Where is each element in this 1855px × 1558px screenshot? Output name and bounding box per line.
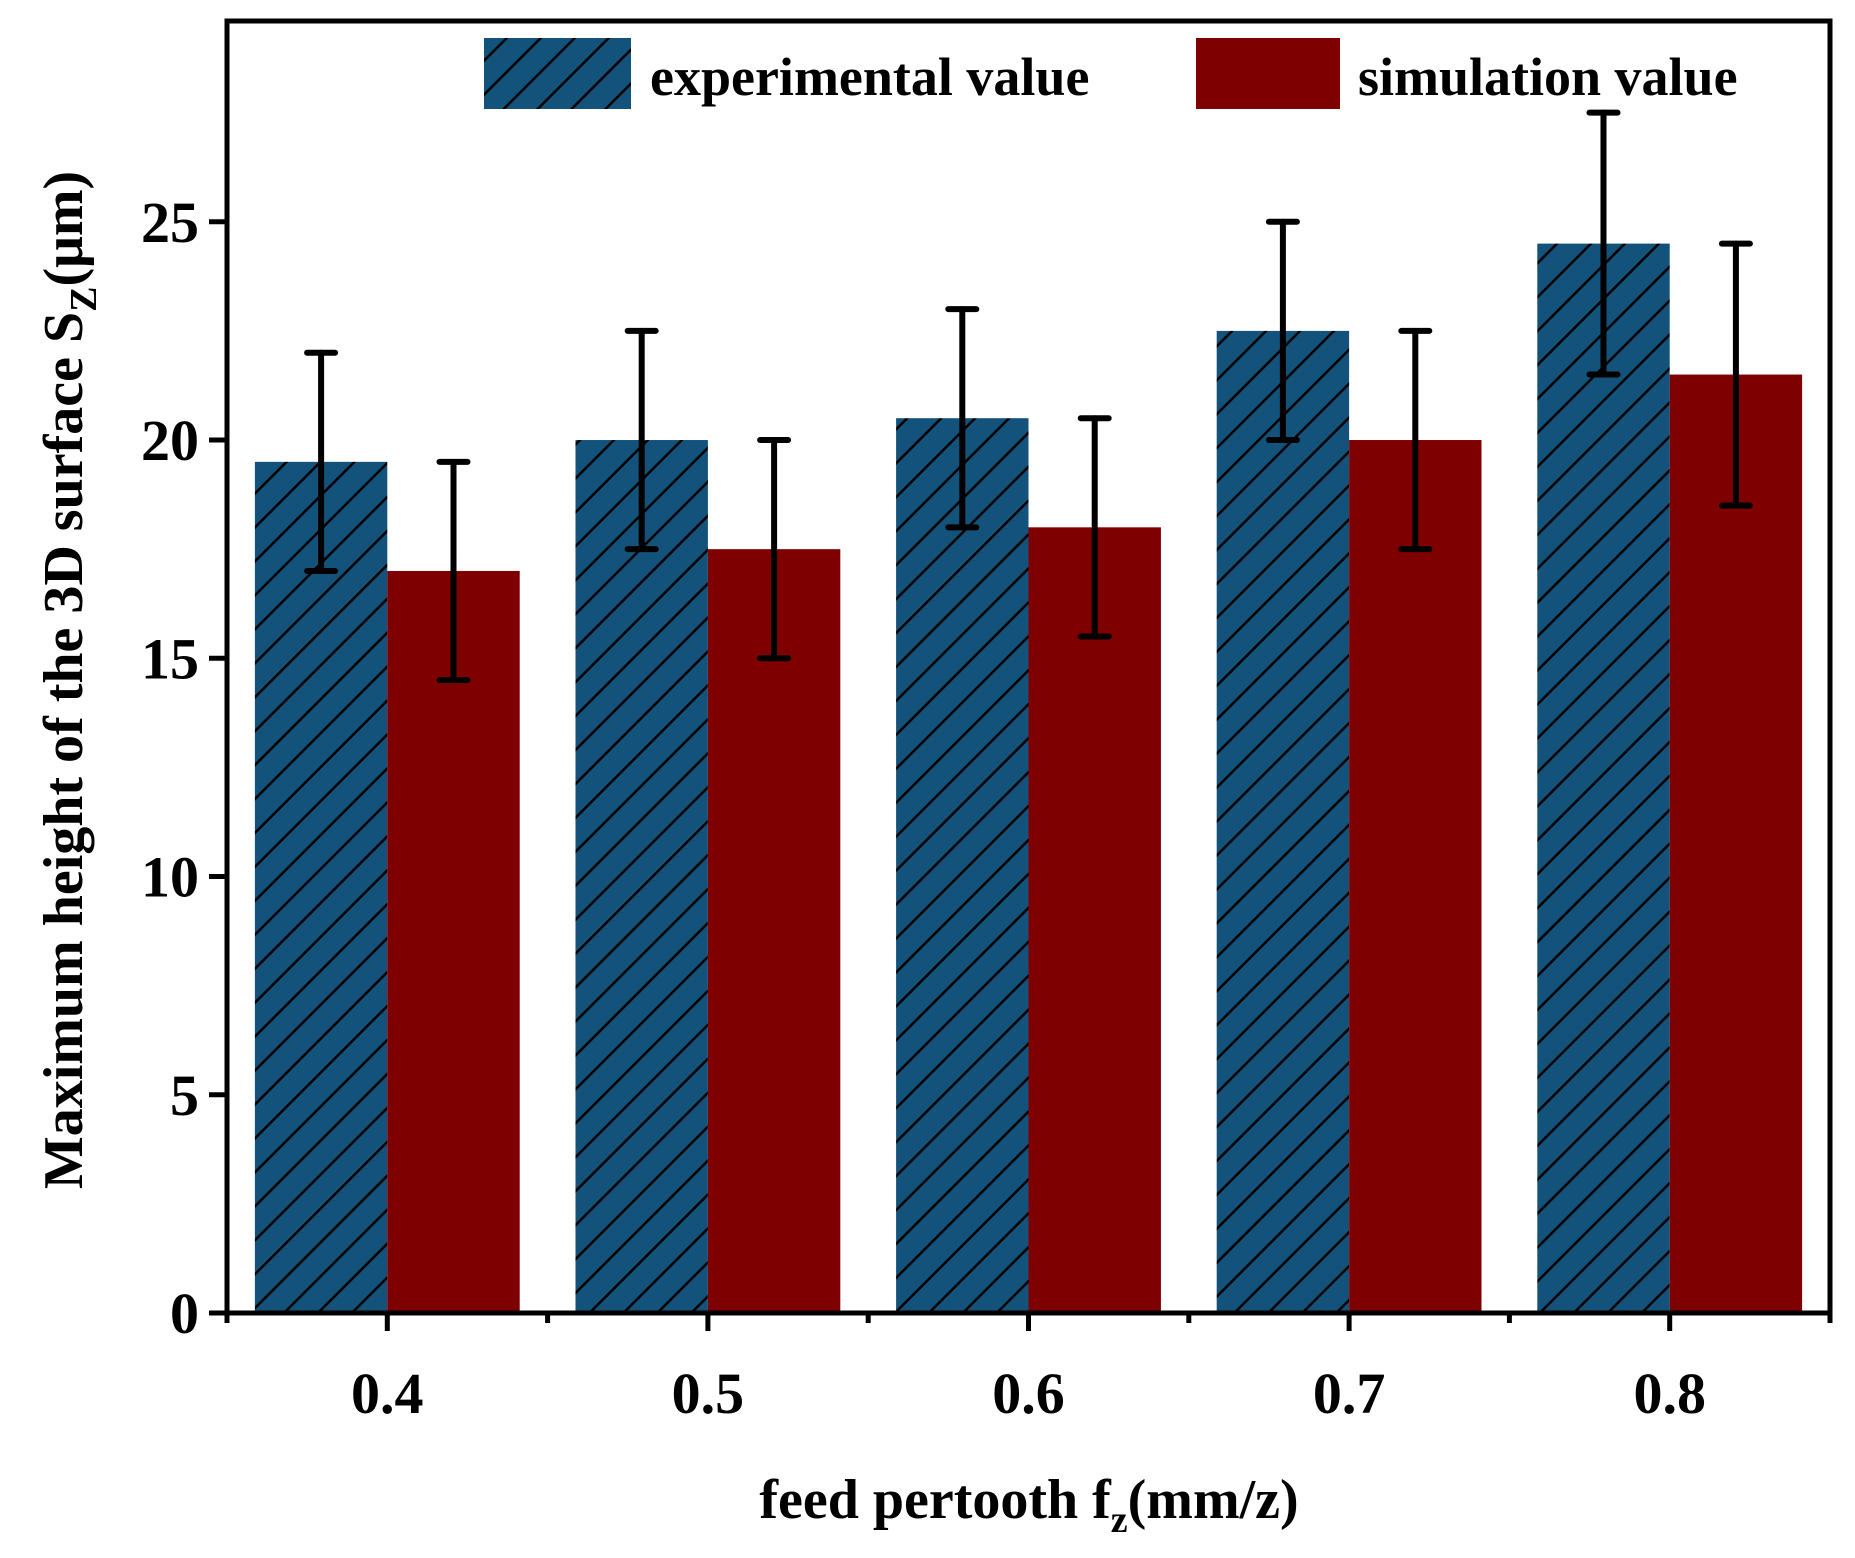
experimental-bar [896,418,1029,1313]
y-tick-label: 10 [141,845,199,910]
x-tick-label: 0.4 [351,1361,424,1426]
bars-group [254,243,1803,1314]
x-tick-label: 0.5 [672,1361,745,1426]
experimental-error-bar [1586,109,1621,378]
x-axis-title: feed pertooth fz(mm/z) [759,1469,1298,1541]
y-tick-label: 15 [141,626,199,691]
legend-label-simulation: simulation value [1358,47,1738,107]
legend-swatch-experimental [484,38,631,109]
simulation-error-bar [1718,240,1753,509]
x-tick-label: 0.6 [992,1361,1065,1426]
simulation-bar [387,570,520,1313]
experimental-bar [1537,243,1670,1313]
simulation-error-bar [757,437,792,662]
simulation-error-bar [1398,327,1433,553]
experimental-error-bar [304,349,339,574]
simulation-bar [707,549,841,1313]
x-tick-label: 0.8 [1633,1361,1706,1426]
y-tick-label: 20 [141,408,199,473]
y-tick-label: 0 [170,1281,199,1346]
experimental-error-bar [1265,218,1300,444]
error-bars-group [304,109,1753,684]
legend-label-experimental: experimental value [650,47,1089,107]
legend: experimental value simulation value [484,38,1738,109]
y-tick-label: 5 [170,1063,199,1128]
experimental-bar [1216,330,1350,1313]
simulation-bar [1669,374,1803,1313]
experimental-error-bar [945,306,980,531]
simulation-bar [1028,527,1161,1313]
y-tick-label: 25 [141,190,199,255]
experimental-error-bar [624,327,659,553]
axes: 0 5 10 15 20 25 0.4 0.5 0.6 0.7 0.8 [141,18,1833,1426]
experimental-bar [575,440,708,1313]
legend-swatch-simulation [1196,38,1340,109]
simulation-error-bar [436,458,471,684]
simulation-error-bar [1077,415,1112,640]
y-axis-title: Maximum height of the 3D surface SZ(μm) [33,171,105,1189]
x-tick-label: 0.7 [1313,1361,1386,1426]
simulation-bar [1349,440,1482,1313]
experimental-bar [254,461,388,1314]
